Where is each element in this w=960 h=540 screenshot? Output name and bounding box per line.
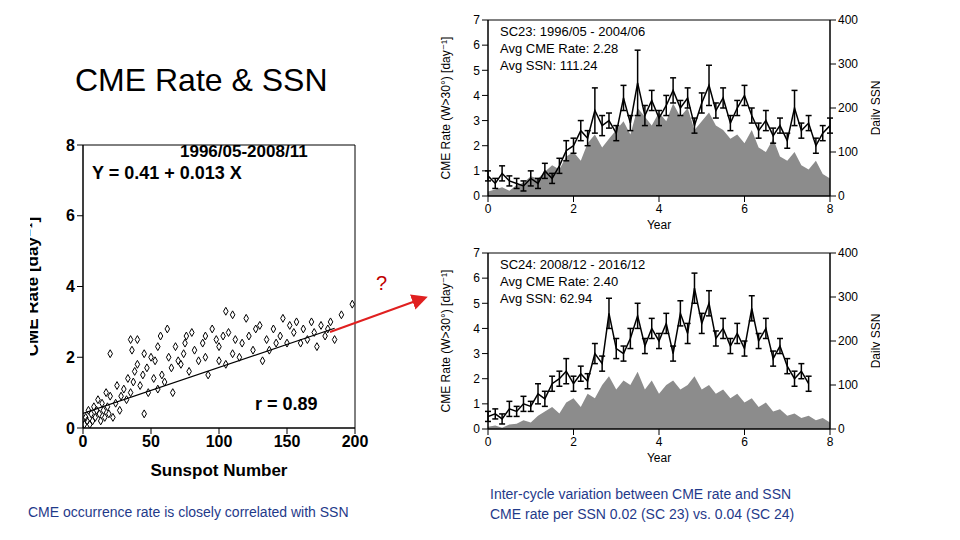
svg-text:300: 300 <box>838 57 858 71</box>
svg-text:8: 8 <box>827 435 834 449</box>
svg-text:0: 0 <box>485 202 492 216</box>
svg-text:CME Rate (W>30°) [day⁻¹]: CME Rate (W>30°) [day⁻¹] <box>440 270 453 413</box>
svg-text:Year: Year <box>647 451 671 464</box>
html-text:CME occurrence rate is closely: CME occurrence rate is closely correlate… <box>28 504 349 520</box>
svg-text:0: 0 <box>838 189 845 203</box>
svg-text:400: 400 <box>838 246 858 260</box>
svg-text:0: 0 <box>79 433 88 450</box>
svg-text:6: 6 <box>473 271 480 285</box>
svg-text:CME Rate [day⁻¹]: CME Rate [day⁻¹] <box>30 217 42 356</box>
svg-text:0: 0 <box>66 420 75 437</box>
svg-text:0: 0 <box>485 435 492 449</box>
svg-text:Daily SSN: Daily SSN <box>869 81 880 136</box>
html-text:r = 0.89: r = 0.89 <box>255 394 318 414</box>
html-text:CME Rate & SSN: CME Rate & SSN <box>75 62 328 98</box>
svg-text:5: 5 <box>473 297 480 311</box>
html-text:1996/05-2008/11: 1996/05-2008/11 <box>180 142 308 161</box>
svg-text:2: 2 <box>570 202 577 216</box>
svg-text:6: 6 <box>473 38 480 52</box>
svg-text:300: 300 <box>838 290 858 304</box>
html-text:SC24: 2008/12 - 2016/12: SC24: 2008/12 - 2016/12 <box>500 257 646 272</box>
svg-text:5: 5 <box>473 64 480 78</box>
svg-text:6: 6 <box>741 202 748 216</box>
html-text:Avg SSN: 62.94: Avg SSN: 62.94 <box>500 291 593 306</box>
svg-text:1: 1 <box>473 164 480 178</box>
svg-text:2: 2 <box>473 139 480 153</box>
svg-text:2: 2 <box>473 372 480 386</box>
svg-text:Year: Year <box>647 218 671 231</box>
html-text:Y = 0.41 + 0.013 X: Y = 0.41 + 0.013 X <box>92 163 242 183</box>
svg-text:6: 6 <box>741 435 748 449</box>
svg-text:4: 4 <box>656 435 663 449</box>
svg-text:100: 100 <box>838 145 858 159</box>
svg-text:200: 200 <box>342 433 369 450</box>
html-text:CME rate per SSN 0.02 (SC 23): CME rate per SSN 0.02 (SC 23) vs. 0.04 (… <box>490 506 795 522</box>
svg-text:4: 4 <box>656 202 663 216</box>
svg-text:8: 8 <box>827 202 834 216</box>
svg-text:4: 4 <box>473 89 480 103</box>
html-text:SC23: 1996/05 - 2004/06: SC23: 1996/05 - 2004/06 <box>500 24 646 39</box>
svg-text:100: 100 <box>838 378 858 392</box>
html-text:Avg CME Rate: 2.40: Avg CME Rate: 2.40 <box>500 274 619 289</box>
svg-text:6: 6 <box>66 207 75 224</box>
svg-text:200: 200 <box>838 334 858 348</box>
html-text:Avg CME Rate: 2.28: Avg CME Rate: 2.28 <box>500 41 619 56</box>
svg-text:Sunspot Number: Sunspot Number <box>151 461 288 480</box>
svg-text:3: 3 <box>473 347 480 361</box>
svg-text:400: 400 <box>838 13 858 27</box>
svg-text:200: 200 <box>838 101 858 115</box>
svg-text:CME Rate (W>30°) [day⁻¹]: CME Rate (W>30°) [day⁻¹] <box>440 37 453 180</box>
svg-text:2: 2 <box>570 435 577 449</box>
svg-text:0: 0 <box>473 422 480 436</box>
svg-text:50: 50 <box>142 433 160 450</box>
svg-text:Daily SSN: Daily SSN <box>869 314 880 369</box>
svg-text:0: 0 <box>473 189 480 203</box>
svg-text:8: 8 <box>66 137 75 154</box>
html-text:Inter-cycle variation between: Inter-cycle variation between CME rate a… <box>490 486 792 502</box>
svg-text:0: 0 <box>838 422 845 436</box>
svg-text:150: 150 <box>274 433 301 450</box>
svg-text:100: 100 <box>206 433 233 450</box>
html-text:Avg SSN: 111.24: Avg SSN: 111.24 <box>500 58 598 73</box>
svg-text:7: 7 <box>473 246 480 260</box>
svg-text:3: 3 <box>473 114 480 128</box>
svg-text:4: 4 <box>66 278 75 295</box>
svg-text:7: 7 <box>473 13 480 27</box>
svg-text:1: 1 <box>473 397 480 411</box>
svg-text:4: 4 <box>473 322 480 336</box>
svg-text:2: 2 <box>66 349 75 366</box>
